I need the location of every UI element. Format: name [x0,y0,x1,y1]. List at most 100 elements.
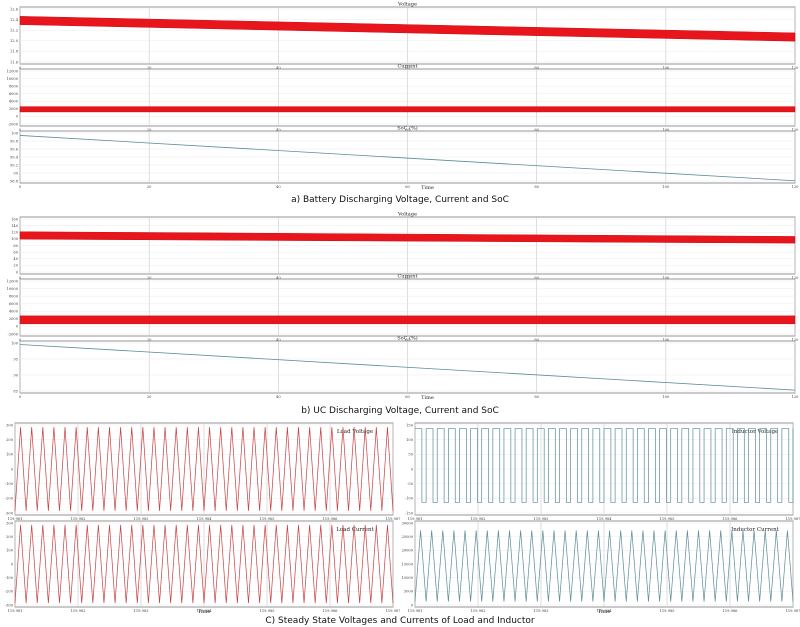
line-series [19,135,796,182]
chart-title: Inductor Voltage [732,429,779,435]
caption-steady-state: C) Steady State Voltages and Currents of… [265,616,535,626]
chart-title: Voltage [397,2,417,8]
y-tick-label: 0 [16,325,19,329]
y-tick-label: 10000 [7,287,19,291]
x-tick-label: 119.987 [786,517,800,521]
band-series [19,106,796,113]
chart-c-inductor-voltage: 119.981 119.982 119.983 119.984 119.985 119.9… [405,422,800,521]
y-tick-label: 4000 [9,100,19,104]
y-tick-label: -150 [405,511,414,515]
x-tick-label: 119.985 [660,609,676,613]
x-axis-label: Time [421,185,434,191]
y-tick-label: 140 [11,224,19,228]
y-tick-label: -2000 [8,122,19,126]
x-tick-label: 119.981 [408,609,423,613]
x-tick-label: 60 [405,185,410,189]
y-tick-label: 85 [13,389,18,393]
y-tick-label: 120 [11,231,19,235]
x-tick-label: 119.984 [597,517,613,521]
x-tick-label: 60 [405,128,410,132]
x-tick-label: 119.985 [260,609,276,613]
chart-a-soc: 0 20 40 60 80 100 120 100 99.8 99.6 99.4 99.2 99 98.8… [10,125,799,192]
x-tick-label: 119.986 [323,609,339,613]
x-tick-label: 80 [534,128,539,132]
y-tick-label: 99.2 [10,163,18,167]
x-tick-label: 119.987 [786,609,800,613]
y-tick-label: 8000 [9,294,19,298]
x-tick-label: 119.983 [134,609,150,613]
band-series [19,231,796,244]
x-tick-label: 60 [405,395,410,399]
y-tick-label: 12.6 [10,7,19,11]
y-tick-label: 99.4 [10,155,19,159]
y-tick-label: 2000 [9,317,19,321]
x-tick-label: 119.981 [8,609,23,613]
y-tick-label: 12.0 [10,39,19,43]
y-tick-label: -200 [5,590,14,594]
waveform-series [14,427,394,511]
y-tick-label: -300 [5,603,14,607]
waveform-series [415,428,794,503]
x-tick-label: 40 [276,276,281,280]
x-tick-label: 80 [534,66,539,70]
chart-a-voltage: 0 20 40 60 80 100 120 12.6 12.4 12.2 12.0 11.8 11.6 V… [10,2,799,71]
y-tick-label: 90 [13,373,18,377]
y-tick-label: 6000 [9,302,19,306]
caption-battery: a) Battery Discharging Voltage, Current … [291,195,509,205]
x-tick-label: 119.987 [386,517,402,521]
x-tick-label: 100 [662,128,670,132]
x-tick-label: 40 [276,395,281,399]
y-tick-label: -200 [5,497,14,501]
y-tick-label: 10000 [402,576,414,580]
chart-a-current: 0 20 40 60 80 100 1201200010000800060004000200… [7,64,800,133]
y-tick-label: 100 [6,453,14,457]
y-tick-label: -2000 [8,332,19,336]
x-tick-label: 60 [405,338,410,342]
y-tick-label: -100 [5,482,14,486]
x-tick-label: 60 [405,66,410,70]
chart-title: Voltage [397,212,417,218]
x-tick-label: 100 [662,395,670,399]
y-tick-label: 100 [406,438,414,442]
y-tick-label: 200 [6,438,14,442]
x-tick-label: 119.986 [723,517,739,521]
x-tick-label: 120 [792,66,800,70]
y-tick-label: 4000 [9,310,19,314]
chart-b-current: 0 20 40 60 80 100 1201200010000800060004000200… [7,274,800,343]
y-tick-label: 6000 [9,92,19,96]
x-tick-label: 20 [147,338,152,342]
x-tick-label: 20 [147,395,152,399]
x-axis-label: Time [421,395,434,401]
y-tick-label: 12.2 [10,29,18,33]
y-tick-label: 0 [11,467,14,471]
waveform-series [14,524,394,604]
x-tick-label: 119.984 [197,517,213,521]
x-tick-label: 100 [662,276,670,280]
x-tick-label: 100 [662,66,670,70]
band-series [19,16,796,42]
y-tick-label: 5000 [404,590,414,594]
y-tick-label: 20 [13,264,18,268]
x-tick-label: 40 [276,338,281,342]
y-tick-label: 20000 [402,549,414,553]
x-tick-label: 119.985 [660,517,676,521]
chart-title: Current [397,64,417,70]
x-tick-label: 119.982 [71,609,86,613]
x-tick-label: 119.982 [471,517,486,521]
y-tick-label: 300 [6,423,14,427]
y-tick-label: 50 [408,453,413,457]
x-tick-label: 120 [792,276,800,280]
x-tick-label: 80 [534,395,539,399]
chart-title: Load Current [336,527,374,533]
y-tick-label: 99.6 [10,147,19,151]
y-tick-label: 80 [13,244,18,248]
y-tick-label: -50 [407,482,414,486]
y-tick-label: 60 [13,250,18,254]
x-axis-label: Time [598,609,611,615]
x-tick-label: 119.984 [197,609,213,613]
x-tick-label: 100 [662,185,670,189]
x-tick-label: 119.983 [134,517,150,521]
y-tick-label: 0 [411,467,414,471]
x-tick-label: 40 [276,128,281,132]
y-tick-label: 30000 [402,521,414,525]
